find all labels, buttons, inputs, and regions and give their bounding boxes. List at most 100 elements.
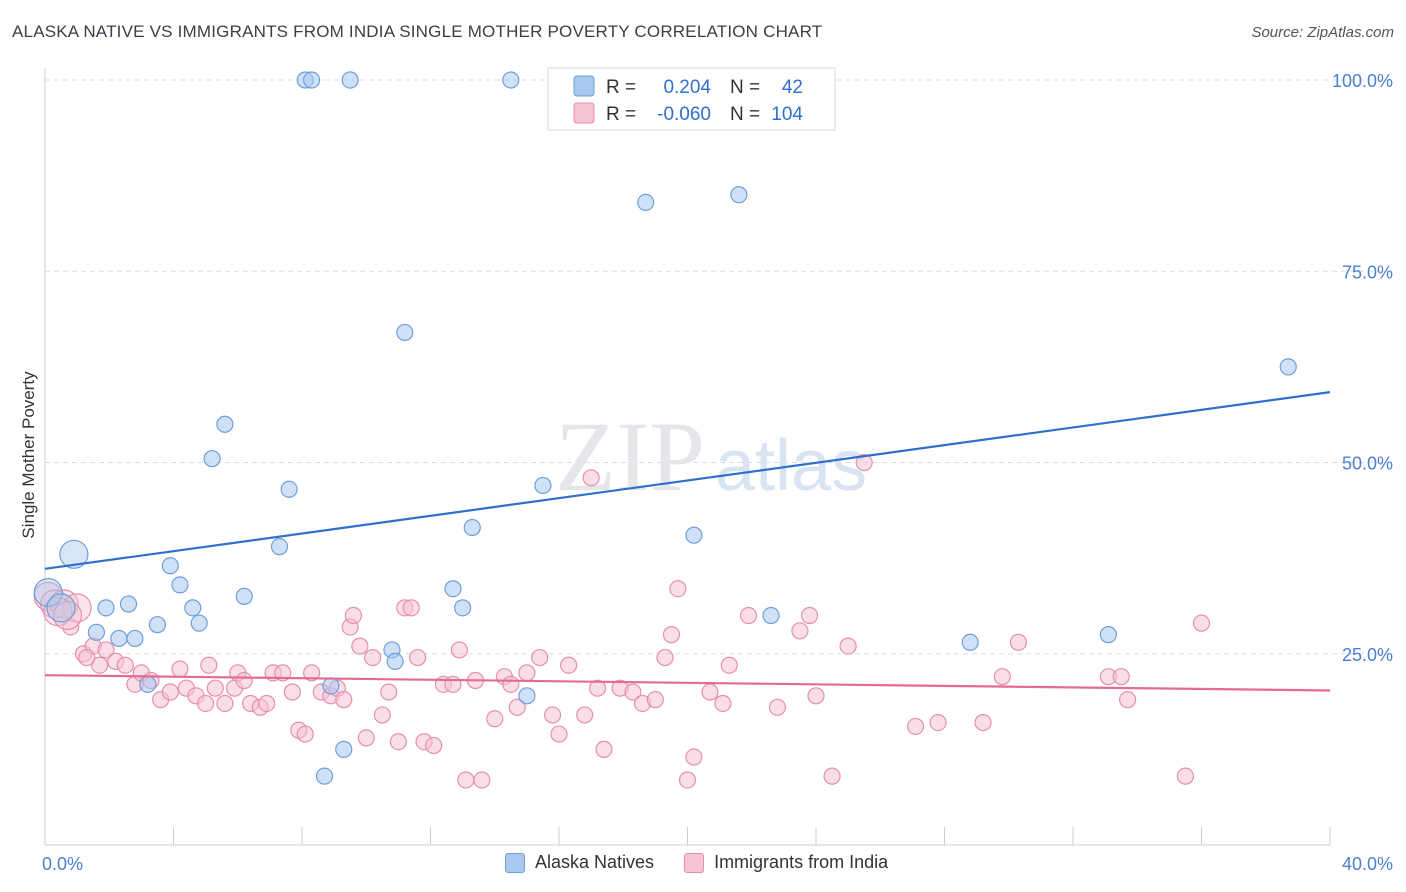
- tick-labels: 25.0% 50.0% 75.0% 100.0% 0.0% 40.0%: [42, 71, 1393, 874]
- india-point-92: [993, 668, 1011, 686]
- trend-lines: [44, 391, 1331, 692]
- india-point-83: [768, 698, 787, 716]
- alaska-point-39: [1099, 626, 1117, 644]
- india-point-57: [473, 771, 491, 789]
- alaska-point-10: [161, 557, 179, 575]
- india-point-19: [197, 694, 215, 713]
- india-point-69: [595, 740, 613, 758]
- alaska-point-37: [762, 606, 780, 625]
- watermark: ZIP atlas: [555, 401, 867, 512]
- x-tick-label-1: 40.0%: [1342, 854, 1393, 874]
- alaska-point-35: [685, 526, 703, 544]
- legend-swatch-immigrants-india: [684, 852, 705, 873]
- alaska-point-20: [303, 71, 321, 89]
- india-point-25: [235, 671, 253, 690]
- y-tick-label-2: 75.0%: [1342, 262, 1393, 282]
- y-tick-label-1: 50.0%: [1342, 454, 1393, 474]
- india-point-68: [588, 679, 607, 697]
- india-point-84: [791, 622, 809, 640]
- alaska-point-17: [270, 538, 289, 556]
- alaska-point-27: [396, 323, 414, 342]
- alaska-point-40: [1279, 358, 1297, 376]
- india-point-42: [357, 729, 375, 747]
- alaska-point-13: [190, 614, 208, 632]
- india-point-51: [425, 736, 443, 755]
- india-point-67: [576, 706, 594, 724]
- india-point-31: [283, 683, 301, 701]
- india-point-53: [444, 675, 462, 693]
- india-point-64: [543, 706, 562, 724]
- india-point-41: [351, 637, 369, 655]
- alaska-point-14: [203, 450, 221, 468]
- watermark-zip: ZIP: [555, 401, 705, 512]
- india-point-33: [296, 725, 314, 743]
- alaska-point-34: [637, 193, 655, 211]
- alaska-point-8: [139, 675, 157, 693]
- india-point-58: [486, 710, 504, 728]
- series-legend: Alaska Natives Immigrants from India: [505, 852, 918, 873]
- india-point-8: [97, 641, 115, 659]
- axes: [44, 68, 1331, 846]
- india-point-95: [1112, 668, 1130, 686]
- india-point-93: [1009, 633, 1027, 651]
- series-alaska-natives-points: [33, 71, 1297, 785]
- india-point-97: [1176, 767, 1195, 785]
- india-point-16: [171, 660, 189, 678]
- india-point-28: [258, 694, 276, 713]
- india-point-86: [807, 687, 825, 705]
- correlation-legend: R = 0.204 N = 42 R = -0.060 N = 104: [547, 67, 836, 131]
- alaska-point-30: [463, 518, 481, 537]
- india-point-74: [656, 648, 674, 667]
- india-point-43: [364, 648, 382, 667]
- source-label: Source: ZipAtlas.com: [1251, 24, 1394, 41]
- india-point-90: [929, 713, 947, 732]
- alaska-point-16: [235, 587, 253, 605]
- alaska-point-26: [386, 652, 404, 671]
- trend-line-alaska-natives: [44, 391, 1331, 570]
- alaska-point-3: [87, 623, 106, 641]
- india-point-61: [508, 698, 526, 716]
- alaska-point-0: [33, 577, 63, 608]
- india-point-60: [502, 675, 520, 693]
- alaska-point-11: [171, 576, 189, 594]
- india-point-73: [646, 691, 664, 709]
- india-point-85: [800, 606, 819, 625]
- trend-line-immigrants-india: [44, 674, 1331, 692]
- legend-label-alaska-natives: Alaska Natives: [535, 852, 655, 872]
- alaska-point-4: [110, 629, 128, 648]
- legend-n-value-1: 42: [782, 77, 803, 98]
- india-point-54: [450, 641, 469, 659]
- india-point-76: [669, 580, 687, 598]
- india-point-7: [91, 656, 109, 674]
- alaska-point-29: [454, 599, 472, 617]
- india-point-45: [380, 683, 398, 701]
- y-axis-label: Single Mother Poverty: [19, 371, 38, 539]
- india-point-55: [457, 771, 475, 789]
- legend-box: [547, 67, 836, 131]
- india-point-63: [531, 648, 549, 667]
- india-point-62: [518, 664, 536, 682]
- india-point-10: [116, 656, 134, 674]
- legend-item-immigrants-india: Immigrants from India: [684, 852, 888, 873]
- india-point-79: [701, 683, 719, 701]
- india-point-102: [582, 469, 600, 487]
- india-point-77: [678, 771, 697, 789]
- alaska-point-5: [97, 599, 115, 617]
- india-point-40: [344, 606, 362, 625]
- india-point-103: [78, 648, 96, 667]
- india-point-71: [624, 683, 642, 701]
- alaska-point-38: [961, 633, 979, 651]
- x-tick-label-0: 0.0%: [42, 854, 83, 874]
- alaska-point-23: [315, 767, 334, 785]
- y-tick-label-0: 25.0%: [1342, 645, 1393, 665]
- legend-swatch-blue: [573, 75, 595, 97]
- india-point-96: [1119, 691, 1137, 709]
- alaska-point-15: [216, 415, 234, 433]
- alaska-point-22: [335, 740, 353, 758]
- legend-r-value-1: 0.204: [663, 77, 711, 98]
- india-point-4: [62, 593, 92, 623]
- alaska-point-21: [322, 677, 340, 695]
- series-immigrants-india-points: [33, 453, 1211, 789]
- india-point-21: [206, 679, 224, 697]
